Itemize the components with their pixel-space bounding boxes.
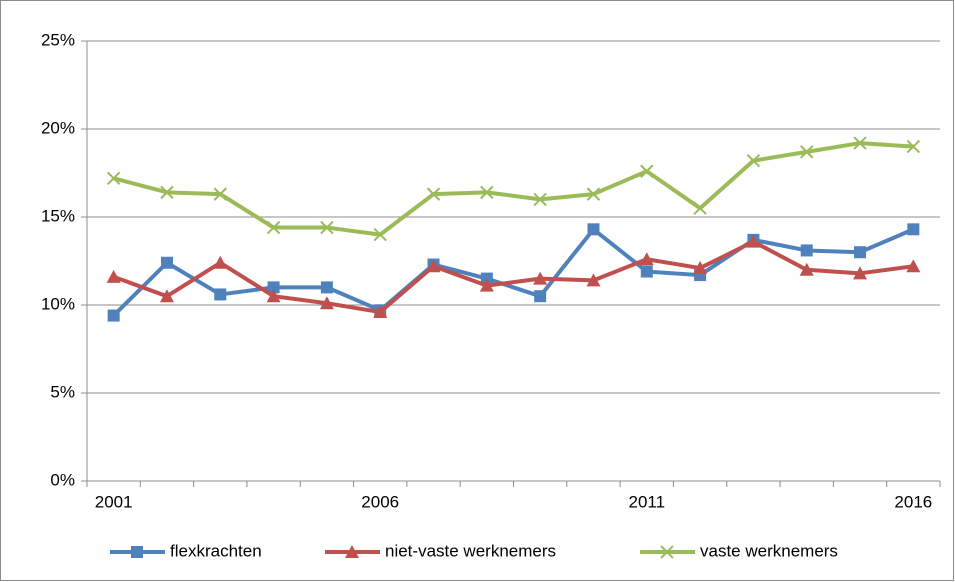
marker <box>160 256 173 269</box>
y-tick-label: 20% <box>41 118 75 137</box>
marker <box>800 244 813 257</box>
marker <box>640 164 654 178</box>
marker <box>853 136 867 150</box>
marker <box>160 185 174 200</box>
marker <box>693 261 708 275</box>
marker <box>106 269 121 283</box>
marker <box>480 185 494 200</box>
marker <box>213 255 228 269</box>
marker <box>266 220 281 235</box>
marker <box>906 259 921 273</box>
legend-label: flexkrachten <box>170 541 262 560</box>
marker <box>853 266 868 280</box>
marker <box>906 139 921 154</box>
marker <box>320 220 334 235</box>
marker <box>907 223 920 236</box>
x-tick-label: 2001 <box>95 492 133 511</box>
marker <box>345 545 359 558</box>
marker <box>267 281 280 294</box>
legend-label: vaste werknemers <box>700 541 838 560</box>
marker <box>480 272 493 285</box>
marker <box>639 252 654 266</box>
marker <box>746 153 761 168</box>
marker <box>799 262 814 276</box>
series-line <box>112 227 915 317</box>
marker <box>533 271 548 285</box>
y-tick-label: 15% <box>41 206 75 225</box>
y-tick-label: 25% <box>41 30 75 49</box>
marker <box>534 290 547 303</box>
series-line <box>112 239 914 315</box>
y-tick-label: 10% <box>41 294 75 313</box>
marker <box>533 192 547 207</box>
marker <box>159 289 174 303</box>
marker <box>373 305 388 319</box>
marker <box>320 281 333 294</box>
marker <box>373 227 387 242</box>
marker <box>106 171 121 185</box>
marker <box>660 545 674 559</box>
marker <box>586 187 601 201</box>
x-tick-label: 2016 <box>894 492 932 511</box>
y-tick-label: 5% <box>50 382 75 401</box>
marker <box>107 309 120 322</box>
y-tick-label: 0% <box>50 470 75 489</box>
marker <box>426 259 441 273</box>
marker <box>587 223 600 236</box>
series-line <box>113 141 914 237</box>
marker <box>854 246 867 259</box>
marker <box>746 234 761 248</box>
marker <box>426 187 441 201</box>
x-tick-label: 2011 <box>629 492 666 511</box>
x-tick-label: 2006 <box>361 492 399 511</box>
marker <box>800 145 814 159</box>
legend-label: niet-vaste werknemers <box>385 541 556 560</box>
marker <box>479 278 494 292</box>
marker <box>266 289 281 303</box>
marker <box>640 265 653 278</box>
marker <box>586 273 601 287</box>
marker <box>131 546 143 558</box>
marker <box>214 288 227 301</box>
marker <box>319 296 334 310</box>
marker <box>693 201 707 215</box>
marker <box>213 187 227 201</box>
